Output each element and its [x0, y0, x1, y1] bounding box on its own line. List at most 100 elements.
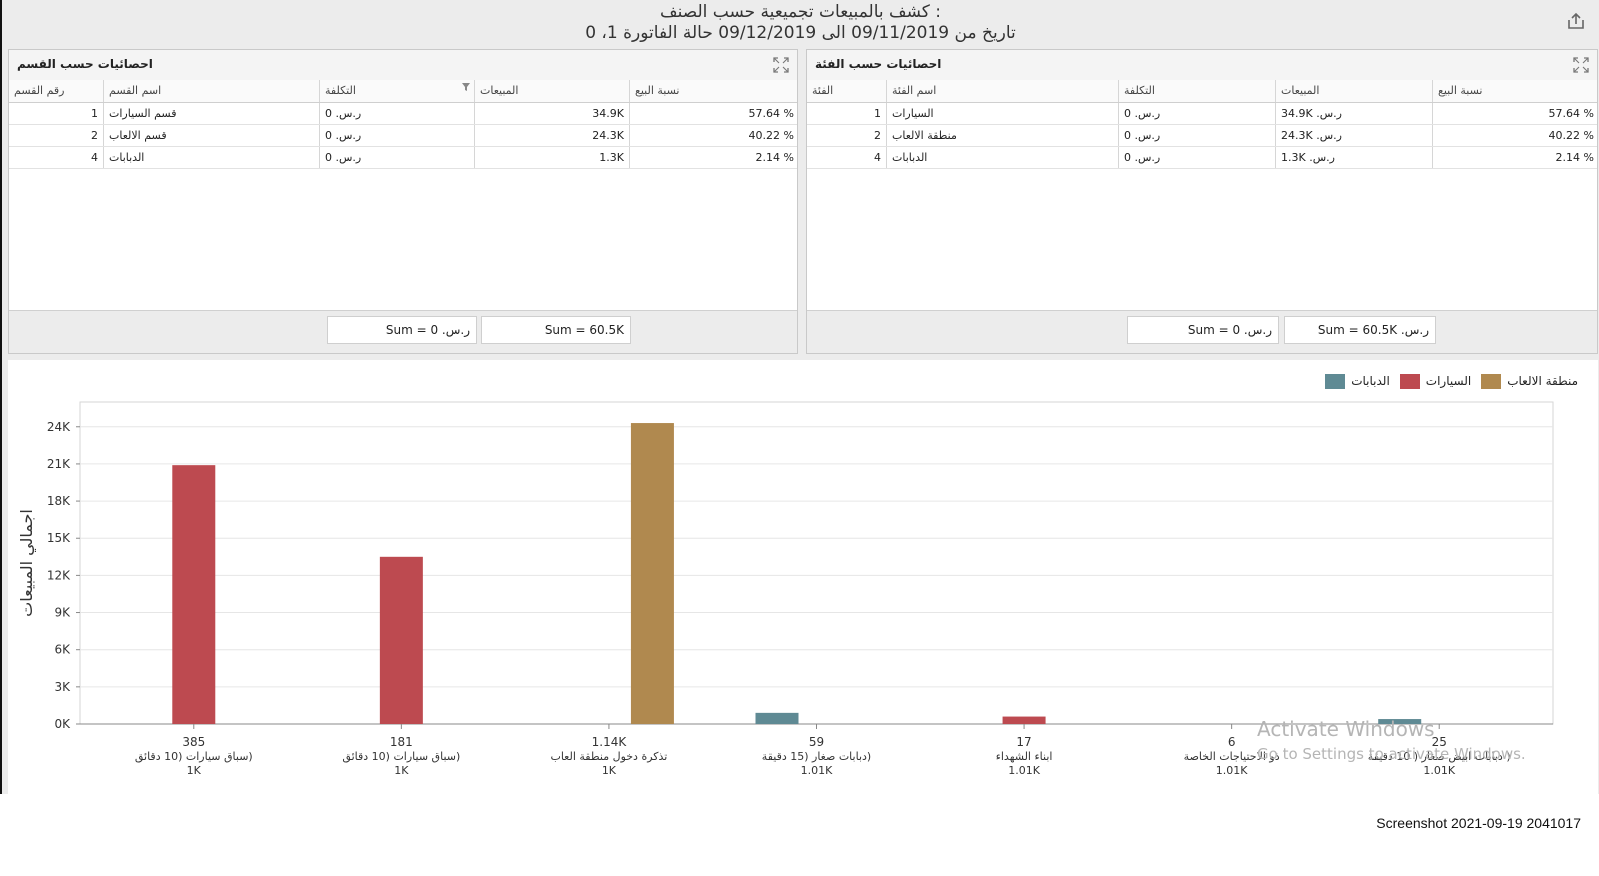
plot-area [79, 401, 1554, 725]
cell-category-no: 4 [807, 147, 887, 168]
cell-category-no: 2 [807, 125, 887, 146]
legend-label: السيارات [1425, 374, 1472, 388]
bar-0-2 [630, 423, 674, 724]
x-tick-label-item: (سباق سيارات (10 دقائق [342, 750, 460, 764]
cell-category-name: منطقة الالعاب [887, 125, 1119, 146]
stats-by-department-panel: احصائيات حسب القسم رقم القسم اسم القسم ا… [8, 49, 798, 354]
stats-by-category-panel: احصائيات حسب الفئة الفئة اسم الفئة التكل… [806, 49, 1598, 354]
x-tick-label-price: 1.01K [1423, 764, 1455, 777]
activate-windows-watermark: Activate Windows [1257, 717, 1435, 741]
x-tick-label-price: 1K [187, 764, 202, 777]
y-tick-label: 12K [47, 568, 71, 582]
x-tick-label-item: ذو الاحتياجات الخاصة [1184, 750, 1280, 763]
y-tick-label: 3K [54, 680, 71, 694]
report-title: : كشف بالمبيعات تجميعية حسب الصنف [659, 2, 941, 22]
cell-pct: 2.14 % [755, 151, 794, 164]
y-tick-label: 18K [47, 494, 71, 508]
chart-legend: منطقة الالعاب السيارات الدبابات [1325, 372, 1578, 390]
col-header-pct[interactable]: نسبة البيع [1438, 84, 1483, 97]
expand-icon[interactable] [1573, 57, 1589, 73]
x-tick-label-item: ( دبابات ابيض صغار ( 10 دقيقة [1368, 750, 1511, 763]
report-window: : كشف بالمبيعات تجميعية حسب الصنف تاريخ … [0, 0, 1599, 794]
grid-header-row: الفئة اسم الفئة التكلفة المبيعات نسبة ال… [807, 80, 1597, 103]
x-tick-label-count: 59 [809, 735, 824, 749]
panel-header: احصائيات حسب القسم [9, 50, 797, 81]
x-tick-label-count: 181 [390, 735, 413, 749]
col-header-dept-no[interactable]: رقم القسم [9, 80, 104, 102]
filter-icon[interactable] [462, 83, 470, 91]
col-header-cost[interactable]: التكلفة [1119, 80, 1276, 102]
cell-cost: ر.س. 0 [1119, 125, 1276, 146]
table-row[interactable]: 4 الدبابات ر.س. 0 1.3K 2.14 % [9, 147, 797, 169]
col-header-cost-label: التكلفة [325, 84, 356, 97]
table-row[interactable]: 2 منطقة الالعاب ر.س. 0 ر.س. 24.3K 40.22 … [807, 125, 1597, 147]
x-tick-label-count: 6 [1228, 735, 1236, 749]
bar-1-1 [379, 556, 423, 724]
y-axis-label: اجمالي المبيعات [17, 509, 37, 617]
x-tick-label-count: 385 [182, 735, 205, 749]
x-tick-label-price: 1.01K [801, 764, 833, 777]
x-tick-label-item: (دبابات صغار (15 دقيقة [762, 750, 871, 763]
cell-pct: 40.22 % [1548, 129, 1594, 142]
grid-header-row: رقم القسم اسم القسم التكلفة المبيعات نسب… [9, 80, 797, 103]
cell-cost: ر.س. 0 [320, 103, 475, 124]
legend-item[interactable]: السيارات [1399, 372, 1472, 390]
col-header-cost[interactable]: التكلفة [320, 80, 475, 102]
legend-item[interactable]: الدبابات [1325, 372, 1390, 390]
activate-windows-hint: Go to Settings to activate Windows. [1257, 745, 1526, 763]
cell-cost: ر.س. 0 [320, 147, 475, 168]
panel-title: احصائيات حسب القسم [17, 57, 153, 71]
cell-sales: 34.9K [475, 103, 630, 124]
col-header-category-name[interactable]: اسم الفئة [887, 80, 1119, 102]
x-tick-label-price: 1.01K [1008, 764, 1040, 777]
table-row[interactable]: 4 الدبابات ر.س. 0 ر.س. 1.3K 2.14 % [807, 147, 1597, 169]
cell-dept-name: قسم الالعاب [104, 125, 320, 146]
panel-title: احصائيات حسب الفئة [815, 57, 942, 71]
sales-chart-panel: منطقة الالعاب السيارات الدبابات 0K 3K 6K 9K… [8, 360, 1598, 794]
screenshot-caption: Screenshot 2021-09-19 2041017 [1376, 815, 1581, 831]
y-tick-label: 15K [47, 531, 71, 545]
bar-1-4 [1002, 716, 1046, 724]
col-header-category[interactable]: الفئة [807, 80, 887, 102]
report-subtitle: تاريخ من 09/11/2019 الى 09/12/2019 حالة … [585, 23, 1016, 43]
bar-2-6 [1378, 719, 1422, 724]
cell-category-name: السيارات [887, 103, 1119, 124]
legend-swatch-0 [1481, 373, 1502, 389]
panel-header: احصائيات حسب الفئة [807, 50, 1597, 81]
sum-sales-box: Sum = 60.5K .ر.س [1284, 316, 1436, 344]
x-tick-label-count: 1.14K [592, 735, 628, 749]
y-tick-label: 9K [54, 606, 71, 620]
col-header-pct[interactable]: نسبة البيع [635, 84, 680, 97]
x-tick-label-item: (سباق سيارات (10 دقائق [135, 750, 253, 764]
cell-sales: ر.س. 1.3K [1276, 147, 1433, 168]
sum-sales-box: Sum = 60.5K [481, 316, 631, 344]
col-header-sales[interactable]: المبيعات [1276, 80, 1433, 102]
cell-sales: 24.3K [475, 125, 630, 146]
cell-cost: ر.س. 0 [320, 125, 475, 146]
y-tick-label: 6K [54, 643, 71, 657]
y-tick-label: 0K [54, 717, 71, 731]
x-tick-label-count: 25 [1432, 735, 1447, 749]
cell-sales: 1.3K [475, 147, 630, 168]
table-row[interactable]: 2 قسم الالعاب ر.س. 0 24.3K 40.22 % [9, 125, 797, 147]
table-row[interactable]: 1 السيارات ر.س. 0 ر.س. 34.9K 57.64 % [807, 103, 1597, 125]
expand-icon[interactable] [773, 57, 789, 73]
share-icon[interactable] [1567, 12, 1585, 30]
grid-footer: Sum = 0 .ر.س Sum = 60.5K .ر.س [807, 310, 1597, 353]
bar-chart: 0K 3K 6K 9K 12K 15K 18K 21K 24K اجمالي المبيعات 38… [17, 401, 1554, 777]
col-header-sales[interactable]: المبيعات [475, 80, 630, 102]
y-tick-label: 21K [47, 457, 71, 471]
legend-label: منطقة الالعاب [1507, 374, 1578, 388]
cell-sales: ر.س. 24.3K [1276, 125, 1433, 146]
y-tick-label: 24K [47, 420, 71, 434]
cell-pct: 57.64 % [1548, 107, 1594, 120]
cell-cost: ر.س. 0 [1119, 103, 1276, 124]
cell-dept-no: 1 [9, 103, 104, 124]
col-header-dept-name[interactable]: اسم القسم [104, 80, 320, 102]
sum-cost-box: Sum = 0 .ر.س [1127, 316, 1279, 344]
legend-item[interactable]: منطقة الالعاب [1481, 372, 1578, 390]
cell-dept-no: 4 [9, 147, 104, 168]
x-tick-label-price: 1K [394, 764, 409, 777]
table-row[interactable]: 1 قسم السيارات ر.س. 0 34.9K 57.64 % [9, 103, 797, 125]
cell-dept-no: 2 [9, 125, 104, 146]
